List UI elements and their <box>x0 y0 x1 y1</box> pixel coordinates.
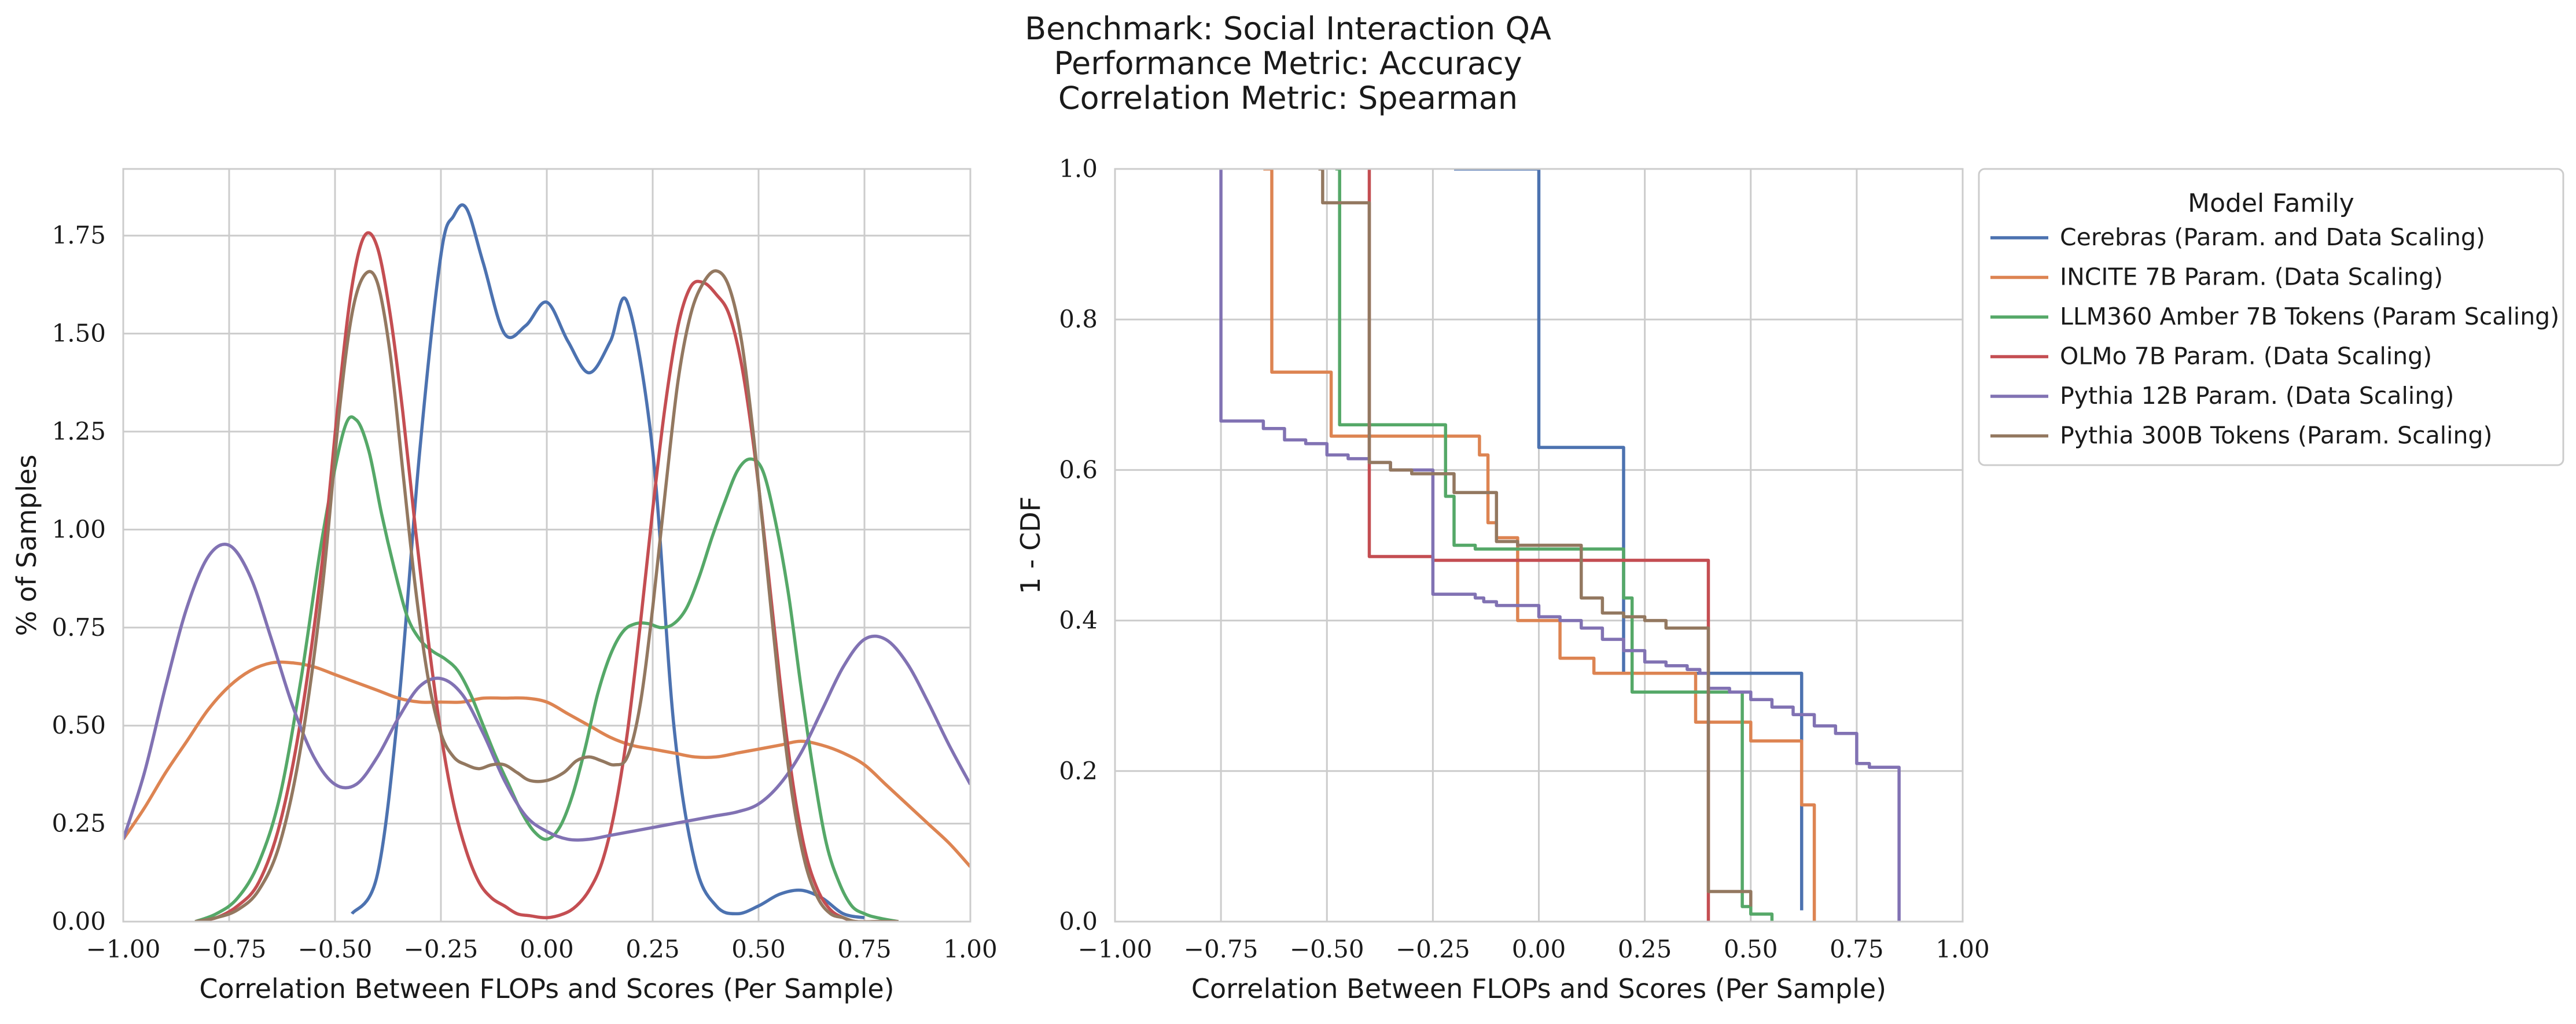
ccdf-x-tick-label: 0.00 <box>1512 935 1566 963</box>
ccdf-x-tick-label: 1.00 <box>1935 935 1990 963</box>
legend-box <box>1978 168 2564 466</box>
kde-x-tick-label: −0.50 <box>298 935 373 963</box>
kde-y-tick-labels: 0.00 0.25 0.50 0.75 1.00 1.25 1.50 1.75 <box>51 221 106 935</box>
ccdf-x-tick-label: −0.75 <box>1184 935 1258 963</box>
legend-label-llm360-amber-7b-tokens-param-scaling: LLM360 Amber 7B Tokens (Param Scaling) <box>2060 303 2559 330</box>
kde-series-cerebras-param-and-data-scaling <box>350 203 865 919</box>
kde-series-pythia-300b-tokens-param-scaling <box>194 269 899 922</box>
kde-y-tick-label: 1.25 <box>51 417 106 445</box>
kde-x-tick-labels: −1.00 −0.75 −0.50 −0.25 0.00 0.25 0.50 0.75 1.00 <box>86 935 998 963</box>
ccdf-x-tick-label: 0.75 <box>1830 935 1884 963</box>
kde-x-tick-label: 0.00 <box>520 935 574 963</box>
ccdf-series-lines <box>1219 169 1901 922</box>
ccdf-x-tick-label: −0.25 <box>1396 935 1470 963</box>
kde-y-tick-label: 1.00 <box>51 515 106 543</box>
ccdf-x-axis-label: Correlation Between FLOPs and Scores (Pe… <box>1191 973 1886 1004</box>
kde-y-tick-label: 0.25 <box>51 809 106 838</box>
legend-title: Model Family <box>2188 189 2354 218</box>
kde-y-axis-label: % of Samples <box>11 455 42 636</box>
kde-x-axis-label: Correlation Between FLOPs and Scores (Pe… <box>199 973 894 1004</box>
ccdf-y-tick-label: 0.0 <box>1059 907 1098 935</box>
legend-label-pythia-12b-param-data-scaling: Pythia 12B Param. (Data Scaling) <box>2060 382 2454 410</box>
ccdf-y-tick-label: 0.2 <box>1059 757 1098 785</box>
kde-x-tick-label: −1.00 <box>86 935 161 963</box>
suptitle-line-2: Performance Metric: Accuracy <box>1054 45 1522 82</box>
legend-label-incite-7b-param-data-scaling: INCITE 7B Param. (Data Scaling) <box>2060 263 2443 291</box>
ccdf-y-tick-labels: 0.0 0.2 0.4 0.6 0.8 1.0 <box>1059 154 1098 935</box>
kde-y-tick-label: 0.50 <box>51 711 106 739</box>
kde-series-pythia-12b-param-data-scaling <box>123 543 970 842</box>
ccdf-y-axis-label: 1 - CDF <box>1015 496 1046 594</box>
kde-series-llm360-amber-7b-tokens-param-scaling <box>194 415 899 922</box>
legend: Model Family Cerebras (Param. and Data S… <box>1978 168 2564 466</box>
ccdf-x-tick-label: −0.50 <box>1290 935 1364 963</box>
ccdf-y-tick-label: 0.6 <box>1059 455 1098 484</box>
kde-x-tick-label: 0.25 <box>625 935 680 963</box>
kde-y-tick-label: 0.00 <box>51 907 106 935</box>
ccdf-y-tick-label: 1.0 <box>1059 154 1098 183</box>
ccdf-x-tick-label: 0.50 <box>1724 935 1778 963</box>
legend-label-olmo-7b-param-data-scaling: OLMo 7B Param. (Data Scaling) <box>2060 342 2432 370</box>
ccdf-y-tick-label: 0.4 <box>1059 606 1098 635</box>
kde-x-tick-label: −0.25 <box>404 935 479 963</box>
kde-x-tick-label: 1.00 <box>943 935 998 963</box>
suptitle: Benchmark: Social Interaction QA Perform… <box>1025 10 1551 116</box>
ccdf-series-olmo-7b-param-data-scaling <box>1367 169 1710 922</box>
ccdf-series-pythia-300b-tokens-param-scaling <box>1318 169 1753 907</box>
kde-y-tick-label: 0.75 <box>51 613 106 642</box>
suptitle-line-1: Benchmark: Social Interaction QA <box>1025 10 1551 47</box>
kde-x-tick-label: 0.75 <box>837 935 892 963</box>
kde-x-tick-label: −0.75 <box>192 935 267 963</box>
ccdf-x-tick-label: 0.25 <box>1618 935 1672 963</box>
legend-label-pythia-300b-tokens-param-scaling: Pythia 300B Tokens (Param. Scaling) <box>2060 422 2493 450</box>
kde-gridlines <box>122 169 971 923</box>
kde-series-lines <box>123 203 970 922</box>
suptitle-line-3: Correlation Metric: Spearman <box>1058 80 1518 116</box>
ccdf-y-tick-label: 0.8 <box>1059 305 1098 333</box>
ccdf-x-tick-label: −1.00 <box>1078 935 1153 963</box>
kde-y-tick-label: 1.75 <box>51 221 106 249</box>
kde-y-tick-label: 1.50 <box>51 319 106 348</box>
ccdf-x-tick-labels: −1.00 −0.75 −0.50 −0.25 0.00 0.25 0.50 0.75 1.00 <box>1078 935 1990 963</box>
kde-x-tick-label: 0.50 <box>731 935 786 963</box>
ccdf-series-cerebras-param-and-data-scaling <box>1454 169 1804 911</box>
kde-chart: −1.00 −0.75 −0.50 −0.25 0.00 0.25 0.50 0.75 1.00… <box>11 168 998 1004</box>
kde-axes-frame <box>122 168 971 923</box>
ccdf-series-pythia-12b-param-data-scaling <box>1219 169 1901 922</box>
legend-label-cerebras-param-and-data-scaling: Cerebras (Param. and Data Scaling) <box>2060 223 2485 251</box>
kde-series-incite-7b-param-data-scaling <box>123 660 970 868</box>
ccdf-axes-frame <box>1114 168 1964 923</box>
ccdf-series-incite-7b-param-data-scaling <box>1263 169 1816 922</box>
legend-entries: Cerebras (Param. and Data Scaling) INCITE… <box>1990 223 2559 450</box>
ccdf-chart: −1.00 −0.75 −0.50 −0.25 0.00 0.25 0.50 0.75 1.00… <box>1015 154 1990 1004</box>
